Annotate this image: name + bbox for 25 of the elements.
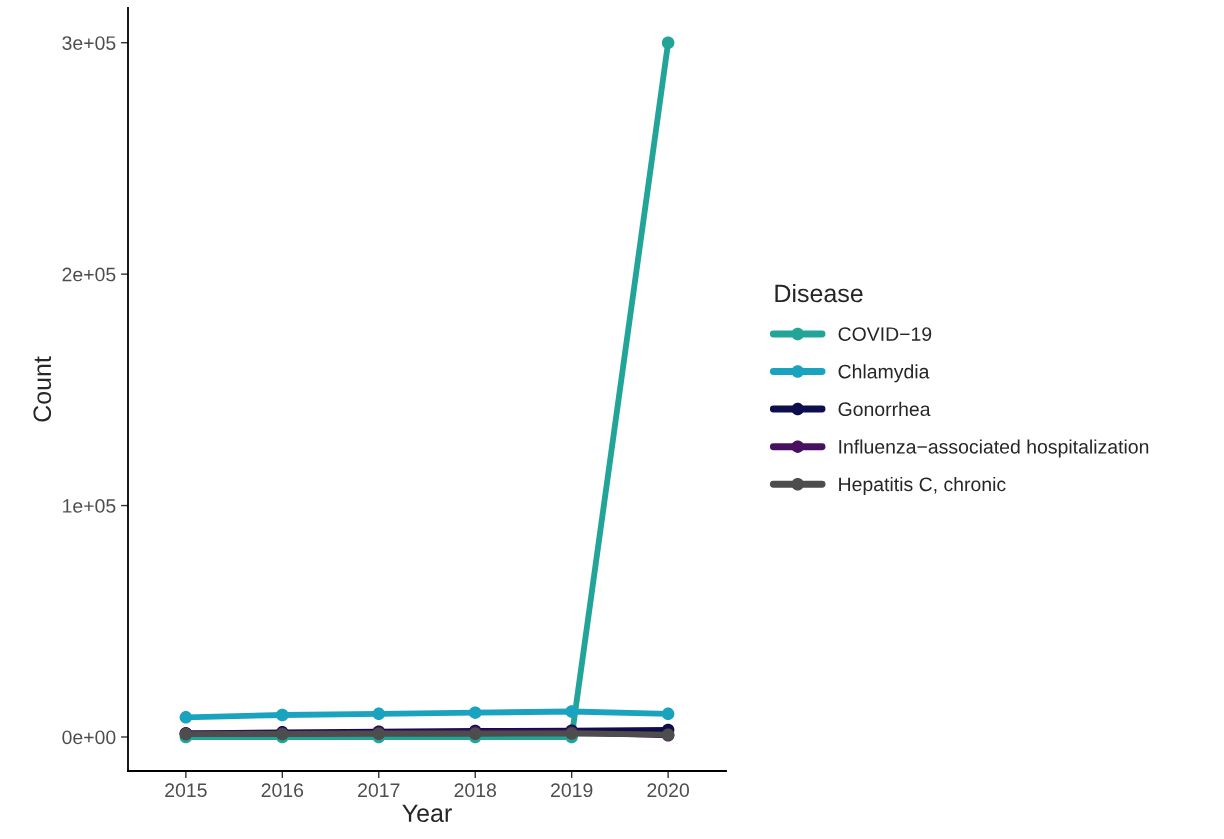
legend-title: Disease [775,283,863,303]
x-tick-label: 2020 [647,783,689,798]
x-axis-title: Year [402,804,452,823]
point [179,711,193,724]
point [661,36,675,49]
point [468,706,482,719]
point [661,707,675,721]
x-tick-label: 2017 [358,783,400,798]
legend-label: COVID−19 [838,327,932,341]
point [565,705,578,718]
legend-label: Hepatitis C, chronic [839,476,1006,496]
x-tick-label: 2016 [261,783,304,798]
y-tick-label: 2e+05 [62,267,116,282]
y-tick-label: 3e+05 [62,36,116,50]
y-tick-label: 1e+05 [63,499,116,513]
x-tick-label: 2018 [454,783,497,798]
point [372,707,386,721]
x-tick-label: 2019 [551,783,593,798]
legend-label: Influenza−associated hospitalization [839,439,1149,458]
x-tick-label: 2015 [165,783,207,798]
point [276,708,289,722]
legend-label: Chlamydia [838,364,930,383]
legend-label: Gonorrhea [838,401,931,417]
y-axis-title: Count [33,356,52,422]
y-tick-label: 0e+00 [62,730,116,745]
